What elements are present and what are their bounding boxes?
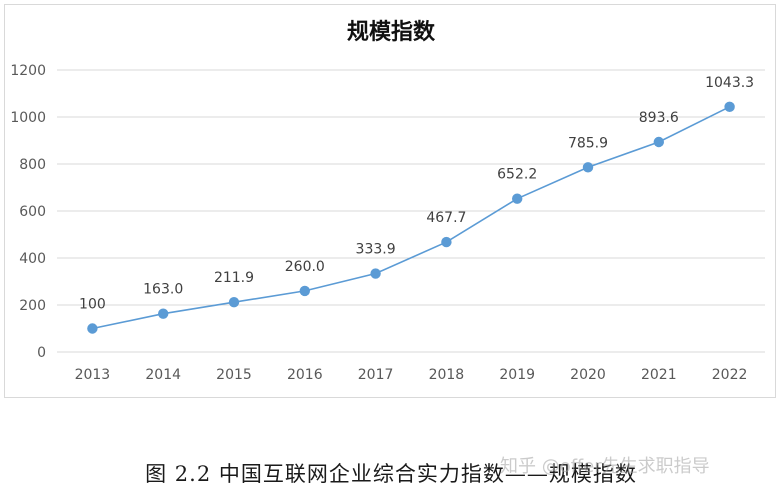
x-tick-label: 2018 [429,367,465,383]
y-tick-label: 600 [19,204,46,220]
y-tick-label: 400 [19,251,46,267]
data-label: 163.0 [143,282,183,298]
x-tick-label: 2013 [75,367,111,383]
y-axis-ticks: 0 200 400 600 800 1000 1200 [10,63,46,361]
y-tick-label: 1000 [10,110,46,126]
x-tick-label: 2022 [712,367,748,383]
data-point [87,323,98,334]
series-points [87,101,735,334]
data-label: 785.9 [568,135,608,151]
data-label: 211.9 [214,270,254,286]
y-tick-label: 200 [19,298,46,314]
data-label: 260.0 [285,259,325,275]
x-tick-label: 2021 [641,367,677,383]
x-tick-label: 2017 [358,367,394,383]
data-point [158,308,169,319]
data-label: 333.9 [356,242,396,258]
x-tick-label: 2014 [145,367,181,383]
data-labels: 100 163.0 211.9 260.0 333.9 467.7 652.2 785.9 89… [79,75,754,313]
data-label: 467.7 [426,210,466,226]
chart-title: 规模指数 [346,20,435,45]
x-tick-label: 2015 [216,367,252,383]
data-point [653,136,664,148]
x-tick-label: 2020 [570,367,606,383]
y-tick-label: 0 [37,345,46,361]
data-point [512,193,523,204]
data-label: 1043.3 [705,75,754,91]
data-point [582,162,594,173]
data-point [370,268,381,279]
data-label: 100 [79,297,106,313]
y-tick-label: 1200 [10,63,46,79]
data-point [228,297,240,308]
x-tick-label: 2016 [287,367,323,383]
watermark: 知乎 @offer先生求职指导 [500,456,710,477]
data-point [724,101,735,113]
data-point [299,285,310,297]
data-label: 893.6 [639,110,679,126]
data-point [441,236,452,248]
series-line [92,106,730,330]
data-label: 652.2 [497,167,537,183]
x-tick-label: 2019 [499,367,535,383]
y-tick-label: 800 [19,157,46,173]
series-line-path [92,106,730,330]
figure-caption: 图 2.2 中国互联网企业综合实力指数——规模指数 [145,462,637,486]
x-axis-ticks: 2013 2014 2015 2016 2017 2018 2019 2020 2021 2022 [75,367,748,383]
